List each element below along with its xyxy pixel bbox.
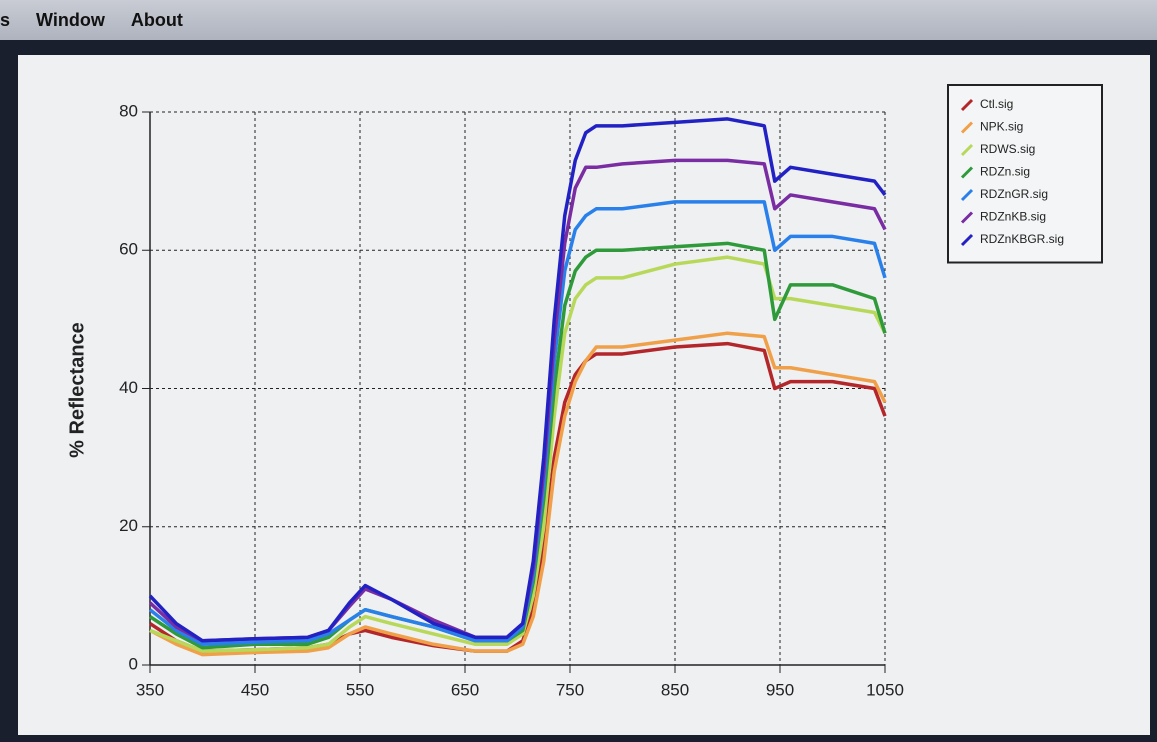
x-tick-label: 550 <box>346 680 374 699</box>
y-tick-label: 80 <box>119 101 138 120</box>
legend-label: Ctl.sig <box>980 97 1013 111</box>
menu-item[interactable]: Window <box>36 9 105 30</box>
legend-swatch <box>960 188 974 202</box>
x-tick-label: 850 <box>661 680 689 699</box>
y-tick-label: 0 <box>129 654 138 673</box>
legend-label: RDZn.sig <box>980 165 1030 179</box>
y-tick-label: 60 <box>119 240 138 259</box>
x-tick-label: 750 <box>556 680 584 699</box>
legend-swatch <box>960 121 974 134</box>
legend-label: RDWS.sig <box>980 142 1035 156</box>
y-tick-label: 40 <box>119 378 138 397</box>
x-tick-label: 450 <box>241 680 269 699</box>
legend-swatch <box>960 98 974 112</box>
chart: % Reflectance 0 20 40 60 80 350 450 550 650 750 85… <box>18 55 1150 735</box>
menu-item[interactable]: About <box>130 9 183 30</box>
y-tick-label: 20 <box>119 516 138 535</box>
legend-label: NPK.sig <box>980 120 1023 134</box>
x-tick-label: 1050 <box>866 680 904 699</box>
series-line <box>149 331 887 657</box>
legend-swatch <box>960 233 974 247</box>
menu-bar: s Window About <box>0 0 1157 40</box>
legend-label: RDZnGR.sig <box>980 187 1048 201</box>
legend-swatch <box>960 211 974 224</box>
legend-label: RDZnKB.sig <box>980 210 1046 224</box>
legend-label: RDZnKBGR.sig <box>980 232 1064 246</box>
y-axis-label: % Reflectance <box>66 322 88 458</box>
x-tick-label: 650 <box>451 680 479 699</box>
x-tick-label: 350 <box>136 680 164 699</box>
legend-swatch <box>960 166 974 179</box>
legend-swatch <box>960 143 974 157</box>
x-tick-label: 950 <box>766 680 794 699</box>
legend-box <box>947 84 1103 264</box>
menu-item[interactable]: s <box>0 9 11 30</box>
series-line <box>148 117 887 643</box>
